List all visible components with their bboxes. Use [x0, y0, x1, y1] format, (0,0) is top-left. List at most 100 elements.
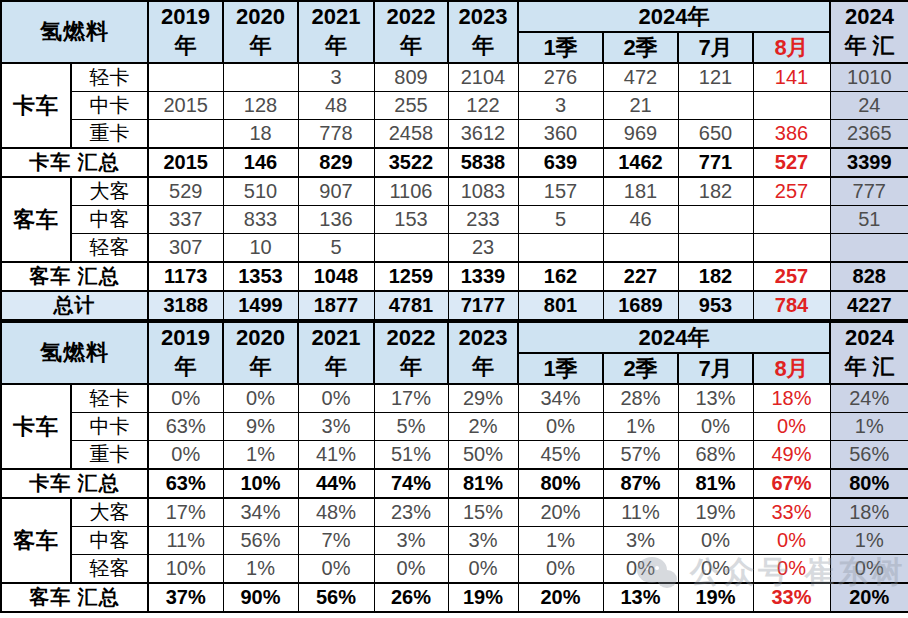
data-cell: 639 [518, 148, 603, 177]
data-cell [148, 120, 223, 149]
data-cell: 13% [603, 583, 678, 612]
data-cell: 157 [518, 177, 603, 206]
table-row: 客车大客17%34%48%23%15%20%11%19%33%18% [1, 498, 908, 527]
data-cell: 11% [148, 527, 223, 555]
data-cell: 1% [223, 441, 298, 470]
data-cell: 90% [223, 583, 298, 612]
table-row: 轻客30710523 [1, 234, 908, 263]
data-cell: 3% [603, 527, 678, 555]
table-body: 卡车轻卡0%0%0%17%29%34%28%13%18%24%中卡63%9%3%… [1, 384, 908, 612]
table-header: 氢燃料2019年2020年2021年2022年2023年2024年2024年 汇… [1, 322, 908, 384]
table-row: 卡车 汇总63%10%44%74%81%80%87%81%67%80% [1, 469, 908, 498]
table-row: 客车大客52951090711061083157181182257777 [1, 177, 908, 206]
col-header-2019: 2019年 [148, 322, 223, 384]
data-cell: 1% [830, 527, 908, 555]
row-label: 中卡 [71, 92, 148, 120]
data-cell: 63% [148, 469, 223, 498]
data-cell: 37% [148, 583, 223, 612]
data-cell: 2104 [448, 63, 518, 92]
data-cell: 829 [298, 148, 374, 177]
table-row: 轻客10%1%0%0%0%0%0%0%0%0% [1, 555, 908, 584]
data-cell [603, 234, 678, 263]
data-cell: 128 [223, 92, 298, 120]
data-cell: 0% [518, 413, 603, 441]
table-row: 总计3188149918774781717780116899537844227 [1, 291, 908, 320]
data-cell: 57% [603, 441, 678, 470]
data-cell: 1339 [448, 262, 518, 291]
row-label: 大客 [71, 177, 148, 206]
table-row: 中卡20151284825512232124 [1, 92, 908, 120]
col-header-2022: 2022年 [374, 1, 448, 63]
data-cell: 0% [753, 527, 830, 555]
data-cell: 809 [374, 63, 448, 92]
data-cell: 182 [678, 177, 753, 206]
data-cell: 29% [448, 384, 518, 413]
data-cell: 10% [148, 555, 223, 584]
data-cell: 784 [753, 291, 830, 320]
data-cell: 3522 [374, 148, 448, 177]
data-cell: 19% [448, 583, 518, 612]
data-cell [518, 234, 603, 263]
data-cell: 510 [223, 177, 298, 206]
row-label: 中客 [71, 527, 148, 555]
col-header-2021: 2021年 [298, 1, 374, 63]
data-cell: 18% [753, 384, 830, 413]
hydrogen-share-table: 氢燃料2019年2020年2021年2022年2023年2024年2024年 汇… [0, 321, 908, 613]
row-label: 重卡 [71, 441, 148, 470]
col-header-2024-ytd: 2024年 汇 [830, 322, 908, 384]
data-cell: 3188 [148, 291, 223, 320]
data-cell: 3399 [830, 148, 908, 177]
data-cell: 360 [518, 120, 603, 149]
data-cell: 122 [448, 92, 518, 120]
col-header-2024-sub-1: 1季 [518, 32, 603, 63]
table-row: 重卡0%1%41%51%50%45%57%68%49%56% [1, 441, 908, 470]
data-cell: 227 [603, 262, 678, 291]
row-label: 轻卡 [71, 63, 148, 92]
table-corner-label: 氢燃料 [1, 1, 148, 63]
data-cell: 5838 [448, 148, 518, 177]
data-cell: 80% [830, 469, 908, 498]
data-cell: 17% [148, 498, 223, 527]
data-cell: 0% [448, 555, 518, 584]
data-cell: 0% [148, 384, 223, 413]
table-row: 中卡63%9%3%5%2%0%1%0%0%1% [1, 413, 908, 441]
hydrogen-volume-table: 氢燃料2019年2020年2021年2022年2023年2024年2024年 汇… [0, 0, 908, 321]
data-cell: 771 [678, 148, 753, 177]
data-cell: 2% [448, 413, 518, 441]
data-cell: 74% [374, 469, 448, 498]
data-cell: 56% [223, 527, 298, 555]
data-cell: 10 [223, 234, 298, 263]
data-cell: 0% [223, 384, 298, 413]
data-cell: 4227 [830, 291, 908, 320]
data-cell: 1259 [374, 262, 448, 291]
data-cell: 56% [298, 583, 374, 612]
data-cell: 1106 [374, 177, 448, 206]
col-header-2024-ytd: 2024年 汇 [830, 1, 908, 63]
data-cell: 23 [448, 234, 518, 263]
data-cell: 472 [603, 63, 678, 92]
data-cell: 162 [518, 262, 603, 291]
data-cell: 7177 [448, 291, 518, 320]
data-cell [753, 92, 830, 120]
header-row: 氢燃料2019年2020年2021年2022年2023年2024年2024年 汇 [1, 1, 908, 32]
col-header-2024-sub-2: 2季 [603, 32, 678, 63]
col-header-2024-sub-4: 8月 [753, 353, 830, 384]
data-cell: 28% [603, 384, 678, 413]
data-cell: 34% [518, 384, 603, 413]
row-group-label: 卡车 [1, 384, 71, 469]
table-row: 卡车轻卡0%0%0%17%29%34%28%13%18%24% [1, 384, 908, 413]
data-cell: 41% [298, 441, 374, 470]
data-cell: 778 [298, 120, 374, 149]
data-cell: 386 [753, 120, 830, 149]
data-cell: 4781 [374, 291, 448, 320]
data-cell: 0% [753, 413, 830, 441]
hydrogen-share-table-container: 氢燃料2019年2020年2021年2022年2023年2024年2024年 汇… [0, 321, 908, 613]
table-row: 中客11%56%7%3%3%1%3%0%0%1% [1, 527, 908, 555]
data-cell: 0% [603, 555, 678, 584]
data-cell: 969 [603, 120, 678, 149]
data-cell: 0% [298, 555, 374, 584]
data-cell: 7% [298, 527, 374, 555]
row-label: 客车 汇总 [1, 262, 148, 291]
data-cell: 56% [830, 441, 908, 470]
col-header-2024-sub-4: 8月 [753, 32, 830, 63]
